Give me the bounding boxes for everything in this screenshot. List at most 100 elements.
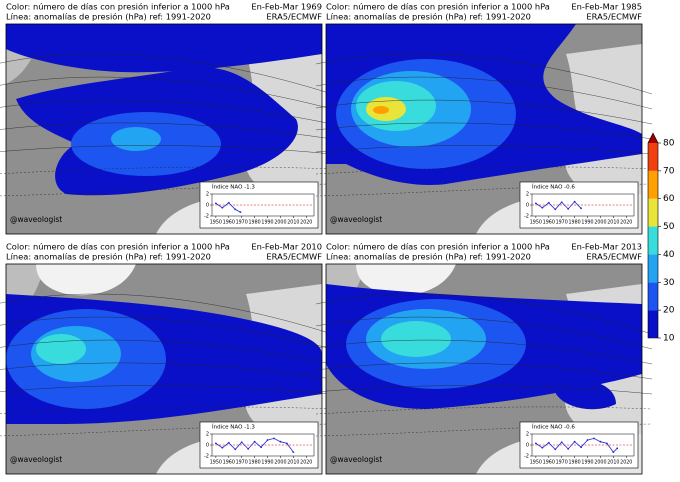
nao-point xyxy=(554,448,557,451)
inset-x-tick-label: 1990 xyxy=(581,220,593,226)
inset-y-tick-label: -2 xyxy=(524,454,529,460)
panel-source: En-Feb-Mar 1969 xyxy=(251,2,322,12)
inset-x-tick-label: 1980 xyxy=(568,460,580,466)
panel-caption: Línea: anomalías de presión (hPa) ref: 1… xyxy=(6,12,211,22)
nao-point xyxy=(234,448,237,451)
colorbar-segment xyxy=(648,143,658,171)
inset-x-tick-label: 1980 xyxy=(248,220,260,226)
nao-point xyxy=(612,451,615,454)
colorbar-segment xyxy=(648,310,658,338)
inset-x-tick-label: 1990 xyxy=(261,460,273,466)
inset-x-tick-label: 2010 xyxy=(607,460,619,466)
panel-caption: Línea: anomalías de presión (hPa) ref: 1… xyxy=(326,12,531,22)
inset-x-tick-label: 1950 xyxy=(530,460,542,466)
inset-y-tick-label: 2 xyxy=(206,192,209,198)
nao-point xyxy=(573,440,576,443)
count-area xyxy=(6,24,322,73)
panel: Color: número de días con presión inferi… xyxy=(0,242,333,475)
watermark: @waveologist xyxy=(330,215,382,224)
inset-title: Índice NAO -0.6 xyxy=(532,424,575,431)
contour xyxy=(315,362,653,380)
contour xyxy=(315,316,653,350)
nao-line xyxy=(535,437,618,453)
nao-point xyxy=(586,439,589,441)
panel-caption: Color: número de días con presión inferi… xyxy=(326,2,550,12)
inset-x-tick-label: 1950 xyxy=(210,220,222,226)
inset-x-tick-label: 1950 xyxy=(210,460,222,466)
count-area xyxy=(111,127,161,151)
colorbar-tick-label: 40 xyxy=(663,250,675,260)
inset-x-tick-label: 2010 xyxy=(287,460,299,466)
inset-x-tick-label: 1980 xyxy=(248,460,260,466)
inset-y-tick-label: 0 xyxy=(206,203,209,209)
nao-point xyxy=(214,442,217,445)
contour xyxy=(0,385,333,395)
contour xyxy=(315,122,653,140)
contour xyxy=(315,53,653,95)
contour xyxy=(0,53,333,95)
inset-x-tick-label: 2020 xyxy=(300,220,312,226)
contour xyxy=(0,183,333,197)
inset-x-tick-label: 1990 xyxy=(261,220,273,226)
colorbar-tick-label: 50 xyxy=(663,222,675,232)
nao-point xyxy=(227,201,230,204)
nao-point xyxy=(227,441,230,444)
contour xyxy=(0,362,333,380)
nao-point xyxy=(239,211,242,214)
inset-x-tick-label: 2000 xyxy=(274,220,286,226)
panel-source: En-Feb-Mar 2013 xyxy=(571,242,642,252)
nao-point xyxy=(547,201,550,204)
nao-point xyxy=(534,202,537,205)
nao-point xyxy=(234,208,237,211)
inset-x-tick-label: 2010 xyxy=(287,220,299,226)
colorbar-segment xyxy=(648,170,658,199)
panel-source: En-Feb-Mar 2010 xyxy=(251,242,322,252)
panel-source: ERA5/ECMWF xyxy=(266,12,322,22)
nao-point xyxy=(580,446,582,449)
contour xyxy=(0,122,333,140)
nao-point xyxy=(240,441,243,444)
inset-title: Índice NAO -1.3 xyxy=(212,424,255,431)
inset-y-tick-label: -2 xyxy=(204,214,209,220)
map-frame xyxy=(5,23,323,235)
nao-point xyxy=(593,437,595,440)
inset-x-tick-label: 1970 xyxy=(236,220,248,226)
nao-point xyxy=(599,440,602,443)
contour xyxy=(315,99,653,125)
panel-source: ERA5/ECMWF xyxy=(586,252,642,262)
panel-caption: Color: número de días con presión inferi… xyxy=(6,242,230,252)
nao-line xyxy=(535,201,582,210)
nao-point xyxy=(560,201,563,204)
inset-x-tick-label: 1970 xyxy=(556,460,568,466)
map xyxy=(0,23,333,235)
nao-point xyxy=(560,441,563,444)
inset-x-tick-label: 1980 xyxy=(568,220,580,226)
panel: Color: número de días con presión inferi… xyxy=(0,2,333,235)
contour xyxy=(315,423,653,437)
nao-point xyxy=(534,442,537,445)
colorbar-segment xyxy=(648,226,658,255)
nao-point xyxy=(221,206,224,209)
panel-caption: Línea: anomalías de presión (hPa) ref: 1… xyxy=(6,252,211,262)
contour xyxy=(315,166,653,175)
watermark: @waveologist xyxy=(330,455,382,464)
inset-x-tick-label: 2020 xyxy=(300,460,312,466)
colorbar-segment xyxy=(648,198,658,227)
contour xyxy=(0,145,333,155)
count-area xyxy=(36,334,86,364)
contour xyxy=(315,385,653,395)
inset-x-tick-label: 1970 xyxy=(556,220,568,226)
watermark: @waveologist xyxy=(10,215,62,224)
inset-y-tick-label: -2 xyxy=(204,454,209,460)
contour xyxy=(0,339,333,365)
colorbar-tick-label: 10 xyxy=(663,334,675,344)
count-area xyxy=(556,380,616,410)
inset-x-tick-label: 2000 xyxy=(594,220,606,226)
nao-point xyxy=(273,437,275,440)
contour xyxy=(0,166,333,175)
nao-point xyxy=(605,442,608,445)
panel: Color: número de días con presión inferi… xyxy=(315,2,653,235)
contour xyxy=(0,316,333,350)
colorbar-tick-label: 70 xyxy=(663,166,675,176)
contour xyxy=(0,99,333,125)
